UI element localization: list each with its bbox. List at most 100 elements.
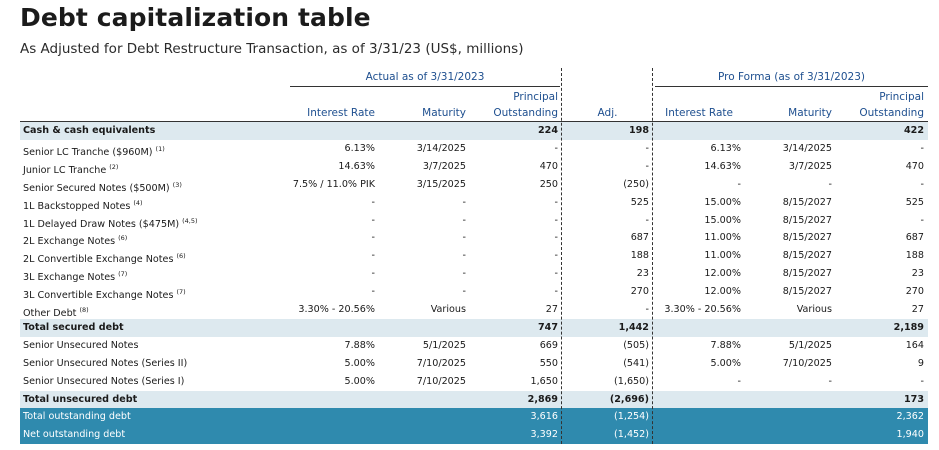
cell-pf-maturity: 5/1/2025 (788, 339, 832, 351)
row-label: 3L Convertible Exchange Notes (7) (23, 283, 186, 301)
cell-pf-principal: 2,189 (893, 321, 924, 333)
cell-interest-rate: 5.00% (344, 375, 375, 387)
cell-pf-maturity: 7/10/2025 (782, 357, 832, 369)
cell-principal: 3,616 (530, 411, 558, 423)
row-label-text: 1L Backstopped Notes (23, 200, 131, 212)
cell-pf-interest-rate: 11.00% (704, 232, 741, 244)
cell-principal: - (554, 268, 558, 280)
cell-interest-rate: - (371, 232, 375, 244)
row-label-text: Senior Unsecured Notes (Series II) (23, 357, 188, 369)
col-header-adj: Adj. (597, 107, 618, 119)
cell-pf-principal: 173 (903, 393, 924, 405)
cell-adj: (541) (623, 357, 649, 369)
row-label-text: 2L Convertible Exchange Notes (23, 254, 174, 266)
col-header-pf-principal-line1: Principal (879, 91, 924, 103)
row-label: Cash & cash equivalents (23, 122, 155, 140)
cell-pf-maturity (770, 319, 832, 337)
cell-interest-rate: - (371, 196, 375, 208)
cell-pf-interest-rate (655, 122, 741, 140)
table-row: 2L Exchange Notes (6) - - - 687 11.00% 8/15/202… (20, 229, 928, 247)
cell-pf-maturity: - (828, 375, 832, 387)
cell-adj: (505) (623, 339, 649, 351)
cell-maturity: 5/1/2025 (422, 339, 466, 351)
cell-principal: 224 (537, 125, 558, 136)
cell-pf-maturity: 8/15/2027 (782, 286, 832, 298)
col-header-pf-principal-line2: Outstanding (859, 107, 924, 119)
row-label-text: Other Debt (23, 308, 77, 319)
cell-pf-interest-rate: 5.00% (710, 357, 741, 369)
cell-adj: - (645, 304, 649, 315)
group-header-actual: Actual as of 3/31/2023 (365, 71, 485, 83)
cell-interest-rate: - (371, 214, 375, 226)
cell-pf-principal: 23 (911, 268, 924, 280)
cell-maturity (400, 426, 466, 444)
cell-interest-rate (240, 391, 375, 409)
footnote-marker: (1) (155, 144, 165, 153)
table-row: Total unsecured debt 2,869 (2,696) 173 (20, 390, 928, 409)
cell-interest-rate (240, 319, 375, 337)
cell-pf-maturity: 3/7/2025 (788, 160, 832, 172)
row-label-text: 3L Exchange Notes (23, 272, 116, 284)
cell-adj: 188 (630, 250, 649, 262)
row-label: Total unsecured debt (23, 391, 137, 409)
cell-pf-interest-rate: 7.88% (710, 339, 741, 351)
row-label: 1L Backstopped Notes (4) (23, 194, 143, 212)
cell-pf-maturity: 8/15/2027 (782, 232, 832, 244)
cell-interest-rate: 5.00% (344, 357, 375, 369)
row-label: Net outstanding debt (23, 426, 125, 444)
table-row: Cash & cash equivalents 224 198 422 (20, 122, 928, 140)
table-row: Senior Unsecured Notes (Series I) 5.00% 7/… (20, 373, 928, 391)
row-label-text: Cash & cash equivalents (23, 125, 156, 136)
cell-adj: (250) (623, 178, 649, 190)
column-divider-2 (652, 68, 653, 444)
cell-maturity: - (462, 268, 466, 280)
cell-maturity: - (462, 214, 466, 226)
table-row: 1L Delayed Draw Notes ($475M) (4,5) - - - - 15… (20, 212, 928, 230)
cell-adj: - (645, 214, 649, 226)
table-row: 1L Backstopped Notes (4) - - - 525 15.00% 8/15/… (20, 194, 928, 212)
cell-maturity: 3/14/2025 (416, 142, 466, 154)
col-header-pf-interest-rate: Interest Rate (665, 107, 733, 119)
cell-maturity: - (462, 250, 466, 262)
table-row: Senior Unsecured Notes (Series II) 5.00% 7… (20, 355, 928, 373)
cell-maturity: 7/10/2025 (416, 375, 466, 387)
cell-interest-rate: 7.5% / 11.0% PIK (292, 178, 375, 190)
cell-pf-maturity (770, 408, 832, 426)
row-label-text: Senior Unsecured Notes (Series I) (23, 375, 185, 387)
cell-maturity (400, 391, 466, 409)
row-label-text: 1L Delayed Draw Notes ($475M) (23, 218, 180, 230)
row-label: Senior Unsecured Notes (Series II) (23, 355, 187, 373)
col-header-pf-maturity: Maturity (788, 107, 832, 119)
cell-principal: - (554, 250, 558, 262)
table-row: Senior Unsecured Notes 7.88% 5/1/2025 669 (5… (20, 337, 928, 355)
cell-adj: (1,650) (614, 375, 649, 387)
row-label: Senior Unsecured Notes (Series I) (23, 373, 184, 391)
header-rule (20, 121, 928, 122)
cell-pf-interest-rate: 14.63% (704, 160, 741, 172)
table-row: Senior LC Tranche ($960M) (1) 6.13% 3/14/20… (20, 140, 928, 158)
cell-principal: - (554, 286, 558, 298)
col-header-principal-line1: Principal (513, 91, 558, 103)
cell-interest-rate: - (371, 286, 375, 298)
cell-pf-interest-rate (655, 426, 741, 444)
table-row: Junior LC Tranche (2) 14.63% 3/7/2025 470 - 14… (20, 158, 928, 176)
col-header-interest-rate: Interest Rate (307, 107, 375, 119)
cell-interest-rate (240, 426, 375, 444)
row-label-text: 2L Exchange Notes (23, 236, 116, 248)
row-label-text: 3L Convertible Exchange Notes (23, 290, 174, 302)
col-header-principal-line2: Outstanding (493, 107, 558, 119)
footnote-marker: (6) (176, 252, 186, 261)
cell-principal: 669 (539, 339, 558, 351)
cell-maturity: 7/10/2025 (416, 357, 466, 369)
row-label: 1L Delayed Draw Notes ($475M) (4,5) (23, 212, 198, 230)
page-subtitle: As Adjusted for Debt Restructure Transac… (20, 41, 524, 57)
row-label-text: Total outstanding debt (23, 411, 131, 423)
cell-interest-rate: - (371, 250, 375, 262)
cell-adj: 525 (630, 196, 649, 208)
cell-pf-maturity: Various (796, 304, 832, 315)
table-row: Total secured debt 747 1,442 2,189 (20, 318, 928, 337)
row-label: Total secured debt (23, 319, 124, 337)
cell-maturity (400, 319, 466, 337)
row-label: 2L Convertible Exchange Notes (6) (23, 247, 186, 265)
column-divider-1 (561, 68, 562, 444)
